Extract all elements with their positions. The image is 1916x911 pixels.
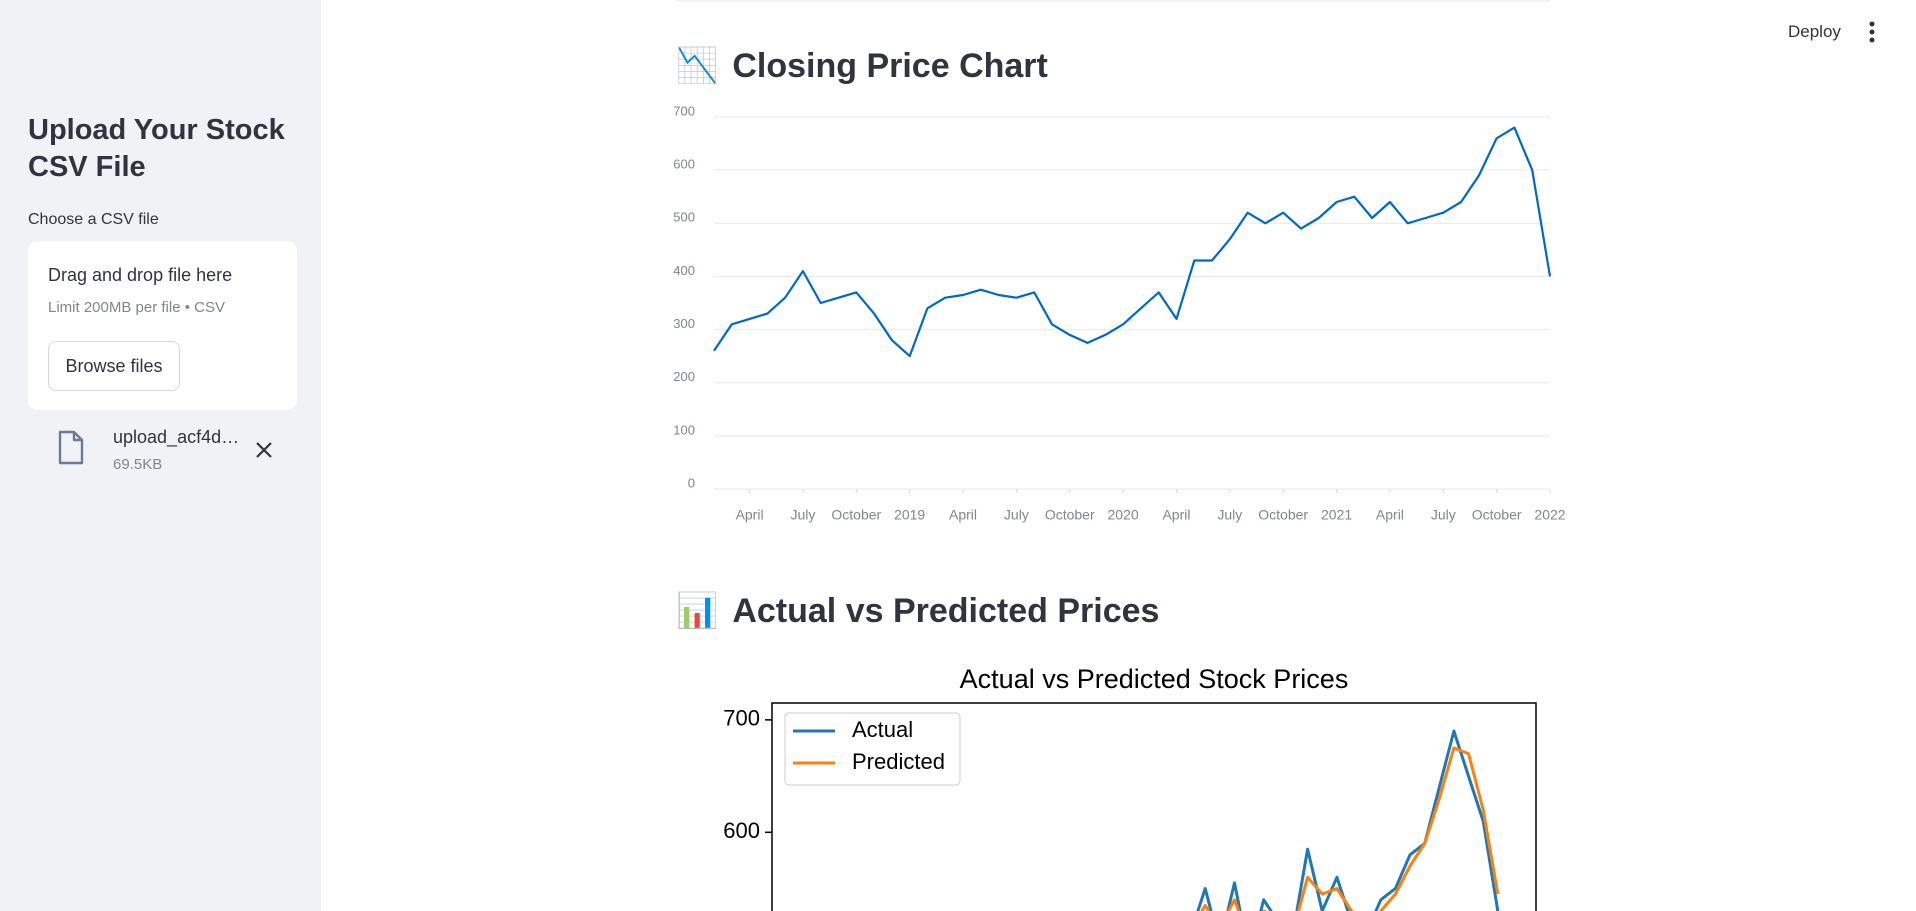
x-tick-label: 2020 xyxy=(1108,507,1139,523)
file-name: upload_acf4d… xyxy=(113,427,240,447)
x-tick-label: October xyxy=(831,507,881,523)
y-tick-label: 700 xyxy=(673,103,695,118)
x-tick-label: July xyxy=(1217,507,1242,523)
x-tick-label: 2019 xyxy=(894,507,925,523)
file-icon xyxy=(58,430,84,465)
y-tick-label: 700 xyxy=(723,706,760,731)
legend-label: Actual xyxy=(852,717,913,742)
x-tick-label: July xyxy=(1004,507,1029,523)
x-tick-label: April xyxy=(949,507,977,523)
sidebar-title: Upload Your Stock CSV File xyxy=(28,114,285,183)
dropzone[interactable]: Drag and drop file here Limit 200MB per … xyxy=(28,241,297,410)
x-tick-label: July xyxy=(1431,507,1456,523)
x-tick-label: 2021 xyxy=(1321,507,1352,523)
y-tick-label: 500 xyxy=(673,210,695,225)
deploy-button[interactable]: Deploy xyxy=(1788,22,1841,41)
section-title: Closing Price Chart xyxy=(732,46,1048,85)
section-icon: 📉 xyxy=(676,47,719,85)
sidebar: Upload Your Stock CSV File Choose a CSV … xyxy=(0,0,321,911)
uploader-label: Choose a CSV file xyxy=(28,211,159,228)
x-tick-label: April xyxy=(1376,507,1404,523)
x-tick-label: July xyxy=(790,507,815,523)
y-tick-label: 600 xyxy=(673,157,695,172)
legend-label: Predicted xyxy=(852,749,945,774)
y-tick-label: 600 xyxy=(723,818,760,843)
x-tick-label: October xyxy=(1258,507,1308,523)
section-title: Actual vs Predicted Prices xyxy=(732,591,1160,630)
y-tick-label: 0 xyxy=(688,475,695,490)
dropzone-title: Drag and drop file here xyxy=(48,265,233,285)
remove-file[interactable] xyxy=(254,440,274,460)
y-tick-label: 400 xyxy=(673,263,695,278)
section-header: 📉 Closing Price Chart xyxy=(676,46,1048,86)
plot-area xyxy=(1196,729,1500,911)
axes-frame xyxy=(771,702,1537,911)
main-menu[interactable] xyxy=(1866,20,1878,44)
x-tick-label: October xyxy=(1472,507,1522,523)
x-tick-label: April xyxy=(1162,507,1190,523)
chart-title: Actual vs Predicted Stock Prices xyxy=(960,664,1349,694)
x-tick-label: 2022 xyxy=(1534,507,1565,523)
section-header: 📊 Actual vs Predicted Prices xyxy=(676,591,1159,631)
price-line xyxy=(713,126,1552,358)
series-line xyxy=(1200,746,1500,911)
dropzone-limit: Limit 200MB per file • CSV xyxy=(48,299,225,316)
file-size: 69.5KB xyxy=(113,456,163,473)
x-tick-label: October xyxy=(1045,507,1095,523)
section-icon: 📊 xyxy=(676,592,719,630)
browse-button[interactable]: Browse files xyxy=(48,341,180,391)
y-tick-label: 100 xyxy=(673,422,695,437)
series-line xyxy=(1196,729,1500,911)
y-tick-label: 300 xyxy=(673,316,695,331)
x-tick-label: April xyxy=(736,507,764,523)
y-tick-label: 200 xyxy=(673,369,695,384)
